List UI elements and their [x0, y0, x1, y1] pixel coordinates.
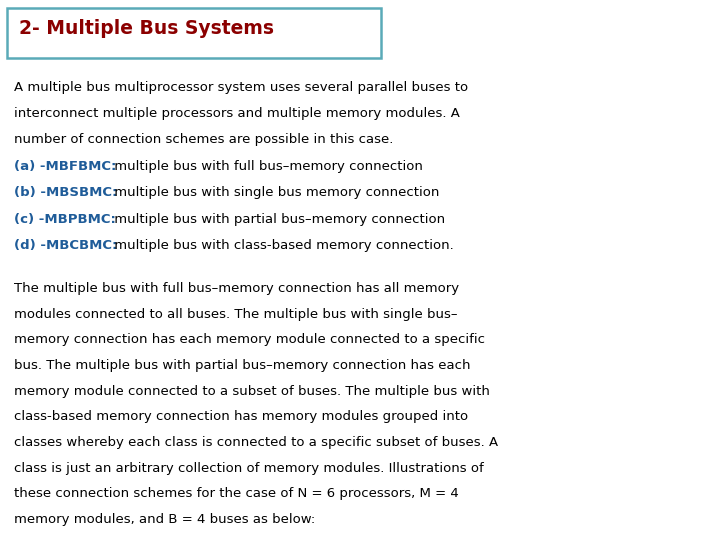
Text: class-based memory connection has memory modules grouped into: class-based memory connection has memory… [14, 410, 468, 423]
Text: interconnect multiple processors and multiple memory modules. A: interconnect multiple processors and mul… [14, 107, 460, 120]
Text: (a) -MBFBMC:: (a) -MBFBMC: [14, 160, 116, 173]
Text: The multiple bus with full bus–memory connection has all memory: The multiple bus with full bus–memory co… [14, 282, 459, 295]
Text: bus. The multiple bus with partial bus–memory connection has each: bus. The multiple bus with partial bus–m… [14, 359, 470, 372]
Text: number of connection schemes are possible in this case.: number of connection schemes are possibl… [14, 133, 393, 146]
FancyBboxPatch shape [7, 8, 381, 58]
Text: these connection schemes for the case of N = 6 processors, M = 4: these connection schemes for the case of… [14, 488, 459, 501]
Text: multiple bus with full bus–memory connection: multiple bus with full bus–memory connec… [109, 160, 423, 173]
Text: A multiple bus multiprocessor system uses several parallel buses to: A multiple bus multiprocessor system use… [14, 80, 468, 93]
Text: multiple bus with partial bus–memory connection: multiple bus with partial bus–memory con… [109, 213, 445, 226]
Text: multiple bus with class-based memory connection.: multiple bus with class-based memory con… [109, 239, 454, 252]
Text: modules connected to all buses. The multiple bus with single bus–: modules connected to all buses. The mult… [14, 308, 457, 321]
Text: classes whereby each class is connected to a specific subset of buses. A: classes whereby each class is connected … [14, 436, 498, 449]
Text: (c) -MBPBMC:: (c) -MBPBMC: [14, 213, 116, 226]
Text: multiple bus with single bus memory connection: multiple bus with single bus memory conn… [109, 186, 439, 199]
Text: memory modules, and B = 4 buses as below:: memory modules, and B = 4 buses as below… [14, 513, 315, 526]
Text: memory connection has each memory module connected to a specific: memory connection has each memory module… [14, 333, 485, 346]
Text: (d) -MBCBMC:: (d) -MBCBMC: [14, 239, 117, 252]
Text: memory module connected to a subset of buses. The multiple bus with: memory module connected to a subset of b… [14, 384, 490, 398]
Text: (b) -MBSBMC:: (b) -MBSBMC: [14, 186, 117, 199]
Text: class is just an arbitrary collection of memory modules. Illustrations of: class is just an arbitrary collection of… [14, 462, 484, 475]
Text: 2- Multiple Bus Systems: 2- Multiple Bus Systems [19, 19, 274, 38]
